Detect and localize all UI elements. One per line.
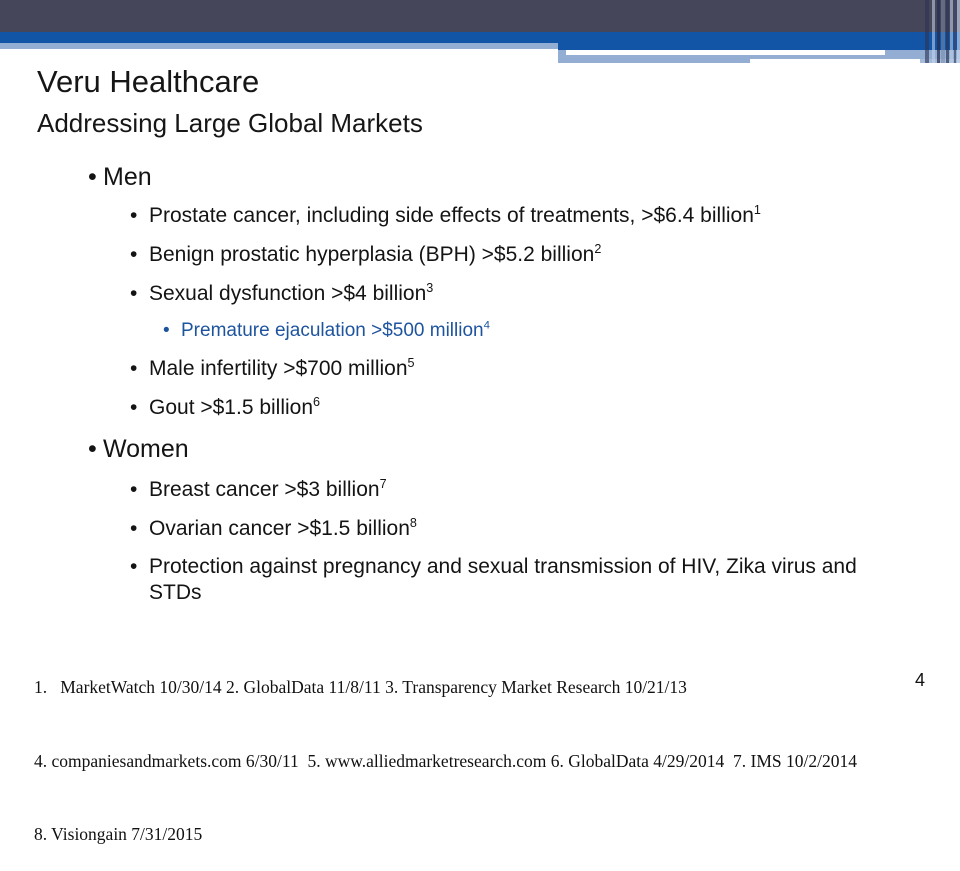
bullet-gout: Gout >$1.5 billion6 <box>130 395 320 421</box>
footnote-ref: 4 <box>483 319 490 332</box>
bullet-text: Women <box>103 435 189 463</box>
corner-stripe <box>941 0 945 63</box>
bullet-women: Women <box>88 434 189 464</box>
bullet-text: Ovarian cancer >$1.5 billion <box>149 517 410 540</box>
bullet-icon <box>88 434 103 464</box>
footnote-line-3: 8. Visiongain 7/31/2015 <box>34 824 203 844</box>
bullet-text: Gout >$1.5 billion <box>149 396 314 419</box>
bullet-text: Premature ejaculation >$500 million <box>181 320 484 341</box>
bullet-icon <box>130 203 149 229</box>
bullet-icon <box>163 319 181 343</box>
bullet-men: Men <box>88 162 152 192</box>
bullet-text: Male infertility >$700 million <box>149 357 408 380</box>
slide-title: Veru Healthcare <box>37 64 260 99</box>
bullet-prostate-cancer: Prostate cancer, including side effects … <box>130 203 761 229</box>
footnote-ref: 5 <box>407 356 415 370</box>
corner-stripe <box>925 0 929 63</box>
header-white-stripe <box>566 50 885 55</box>
bullet-text: Men <box>103 163 152 191</box>
footnote-ref: 6 <box>313 395 321 409</box>
footnote-ref: 2 <box>594 242 602 256</box>
bullet-bph: Benign prostatic hyperplasia (BPH) >$5.2… <box>130 242 601 268</box>
header-lightblue-band-left <box>0 43 558 49</box>
corner-stripe <box>937 0 940 63</box>
header-lightblue-ribbon <box>558 50 960 59</box>
corner-stripe <box>954 0 956 63</box>
slide-subtitle: Addressing Large Global Markets <box>37 108 423 138</box>
footnote-line-2: 4. companiesandmarkets.com 6/30/11 5. ww… <box>34 750 857 771</box>
bullet-icon <box>130 554 149 580</box>
bullet-icon <box>130 281 149 307</box>
bullet-text: Prostate cancer, including side effects … <box>149 204 754 227</box>
page-number: 4 <box>914 670 925 690</box>
bullet-icon <box>88 162 103 192</box>
corner-stripe <box>946 0 949 63</box>
bullet-sexual-dysfunction: Sexual dysfunction >$4 billion3 <box>130 281 433 307</box>
header-blue-band <box>0 32 960 43</box>
bullet-ovarian-cancer: Ovarian cancer >$1.5 billion8 <box>130 516 417 542</box>
header-blue-band-right <box>558 32 960 50</box>
bullet-icon <box>130 356 149 382</box>
bullet-male-infertility: Male infertility >$700 million5 <box>130 356 415 382</box>
corner-stripe <box>950 0 953 63</box>
corner-stripe <box>932 0 935 63</box>
bullet-icon <box>130 395 149 421</box>
bullet-breast-cancer: Breast cancer >$3 billion7 <box>130 477 387 503</box>
bullet-icon <box>130 242 149 268</box>
bullet-icon <box>130 516 149 542</box>
bullet-text: Benign prostatic hyperplasia (BPH) >$5.2… <box>149 243 595 266</box>
bullet-premature-ejaculation: Premature ejaculation >$500 million4 <box>163 319 490 343</box>
bullet-text: Sexual dysfunction >$4 billion <box>149 282 427 305</box>
footnote-line-1: 1. MarketWatch 10/30/14 2. GlobalData 11… <box>34 677 687 697</box>
bullet-protection: Protection against pregnancy and sexual … <box>130 554 874 606</box>
footnote-ref: 8 <box>409 516 417 530</box>
header-dark-band <box>0 0 960 32</box>
footnote-ref: 1 <box>753 203 761 217</box>
footnote-ref: 7 <box>379 477 387 491</box>
header-lightblue-ribbon-right <box>920 59 960 63</box>
bullet-icon <box>130 477 149 503</box>
bullet-text: Protection against pregnancy and sexual … <box>149 555 857 604</box>
header-lightblue-ribbon-step <box>558 59 750 63</box>
footnote-ref: 3 <box>426 281 434 295</box>
bullet-text: Breast cancer >$3 billion <box>149 478 380 501</box>
footnotes: 1. MarketWatch 10/30/14 2. GlobalData 11… <box>34 626 914 871</box>
corner-stripe <box>957 0 960 63</box>
